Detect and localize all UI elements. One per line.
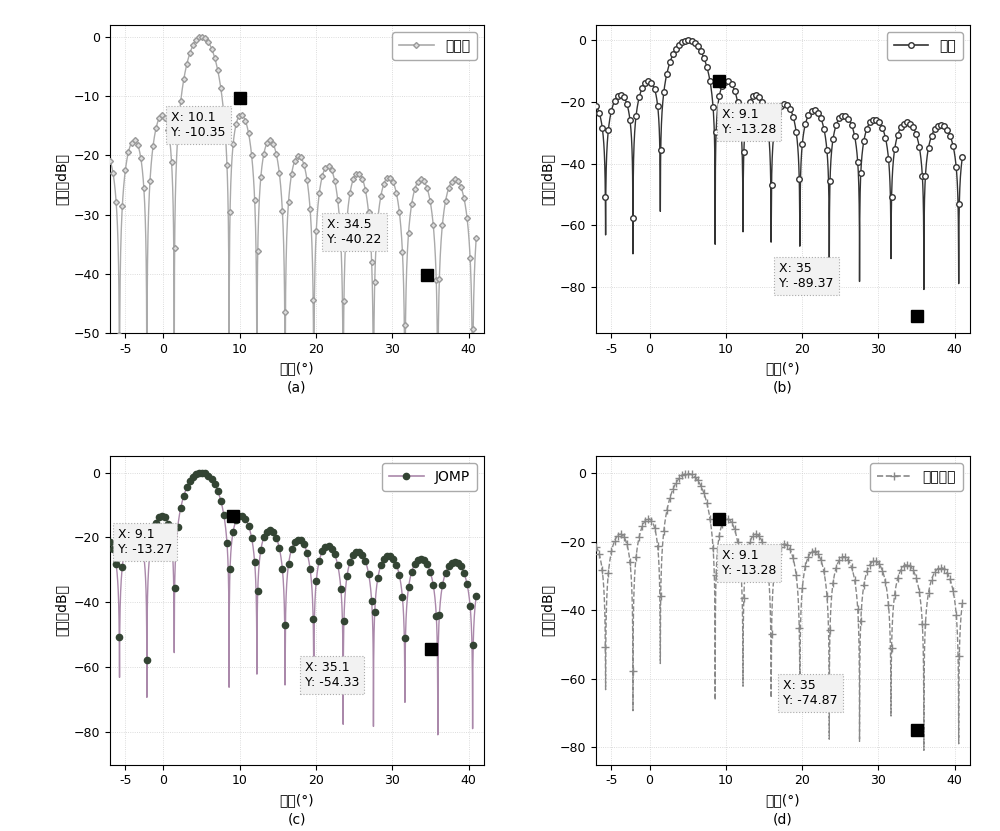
Y-axis label: 增益（dB）: 增益（dB）	[54, 153, 68, 205]
Text: X: 9.1
Y: -13.28: X: 9.1 Y: -13.28	[722, 548, 776, 577]
Text: X: 35
Y: -89.37: X: 35 Y: -89.37	[779, 263, 834, 290]
Text: (b): (b)	[773, 381, 793, 395]
Legend: 满阵: 满阵	[887, 32, 963, 60]
Text: X: 34.5
Y: -40.22: X: 34.5 Y: -40.22	[327, 218, 382, 245]
Y-axis label: 增益（dB）: 增益（dB）	[540, 584, 554, 637]
X-axis label: 角度(°): 角度(°)	[766, 793, 800, 807]
Legend: 本文方法: 本文方法	[870, 464, 963, 491]
Legend: JOMP: JOMP	[382, 464, 477, 491]
Text: X: 35.1
Y: -54.33: X: 35.1 Y: -54.33	[305, 661, 359, 689]
X-axis label: 角度(°): 角度(°)	[280, 361, 314, 376]
X-axis label: 角度(°): 角度(°)	[280, 793, 314, 807]
Text: (d): (d)	[773, 812, 793, 826]
Text: X: 35
Y: -74.87: X: 35 Y: -74.87	[783, 679, 838, 707]
Text: X: 10.1
Y: -10.35: X: 10.1 Y: -10.35	[171, 111, 226, 139]
Text: X: 9.1
Y: -13.27: X: 9.1 Y: -13.27	[118, 528, 172, 556]
X-axis label: 角度(°): 角度(°)	[766, 361, 800, 376]
Text: (a): (a)	[287, 381, 307, 395]
Text: (c): (c)	[288, 812, 306, 826]
Y-axis label: 增益（dB）: 增益（dB）	[54, 584, 68, 637]
Y-axis label: 增益（dB）: 增益（dB）	[540, 153, 554, 205]
Legend: 稀布阵: 稀布阵	[392, 32, 477, 60]
Text: X: 9.1
Y: -13.28: X: 9.1 Y: -13.28	[722, 108, 776, 136]
